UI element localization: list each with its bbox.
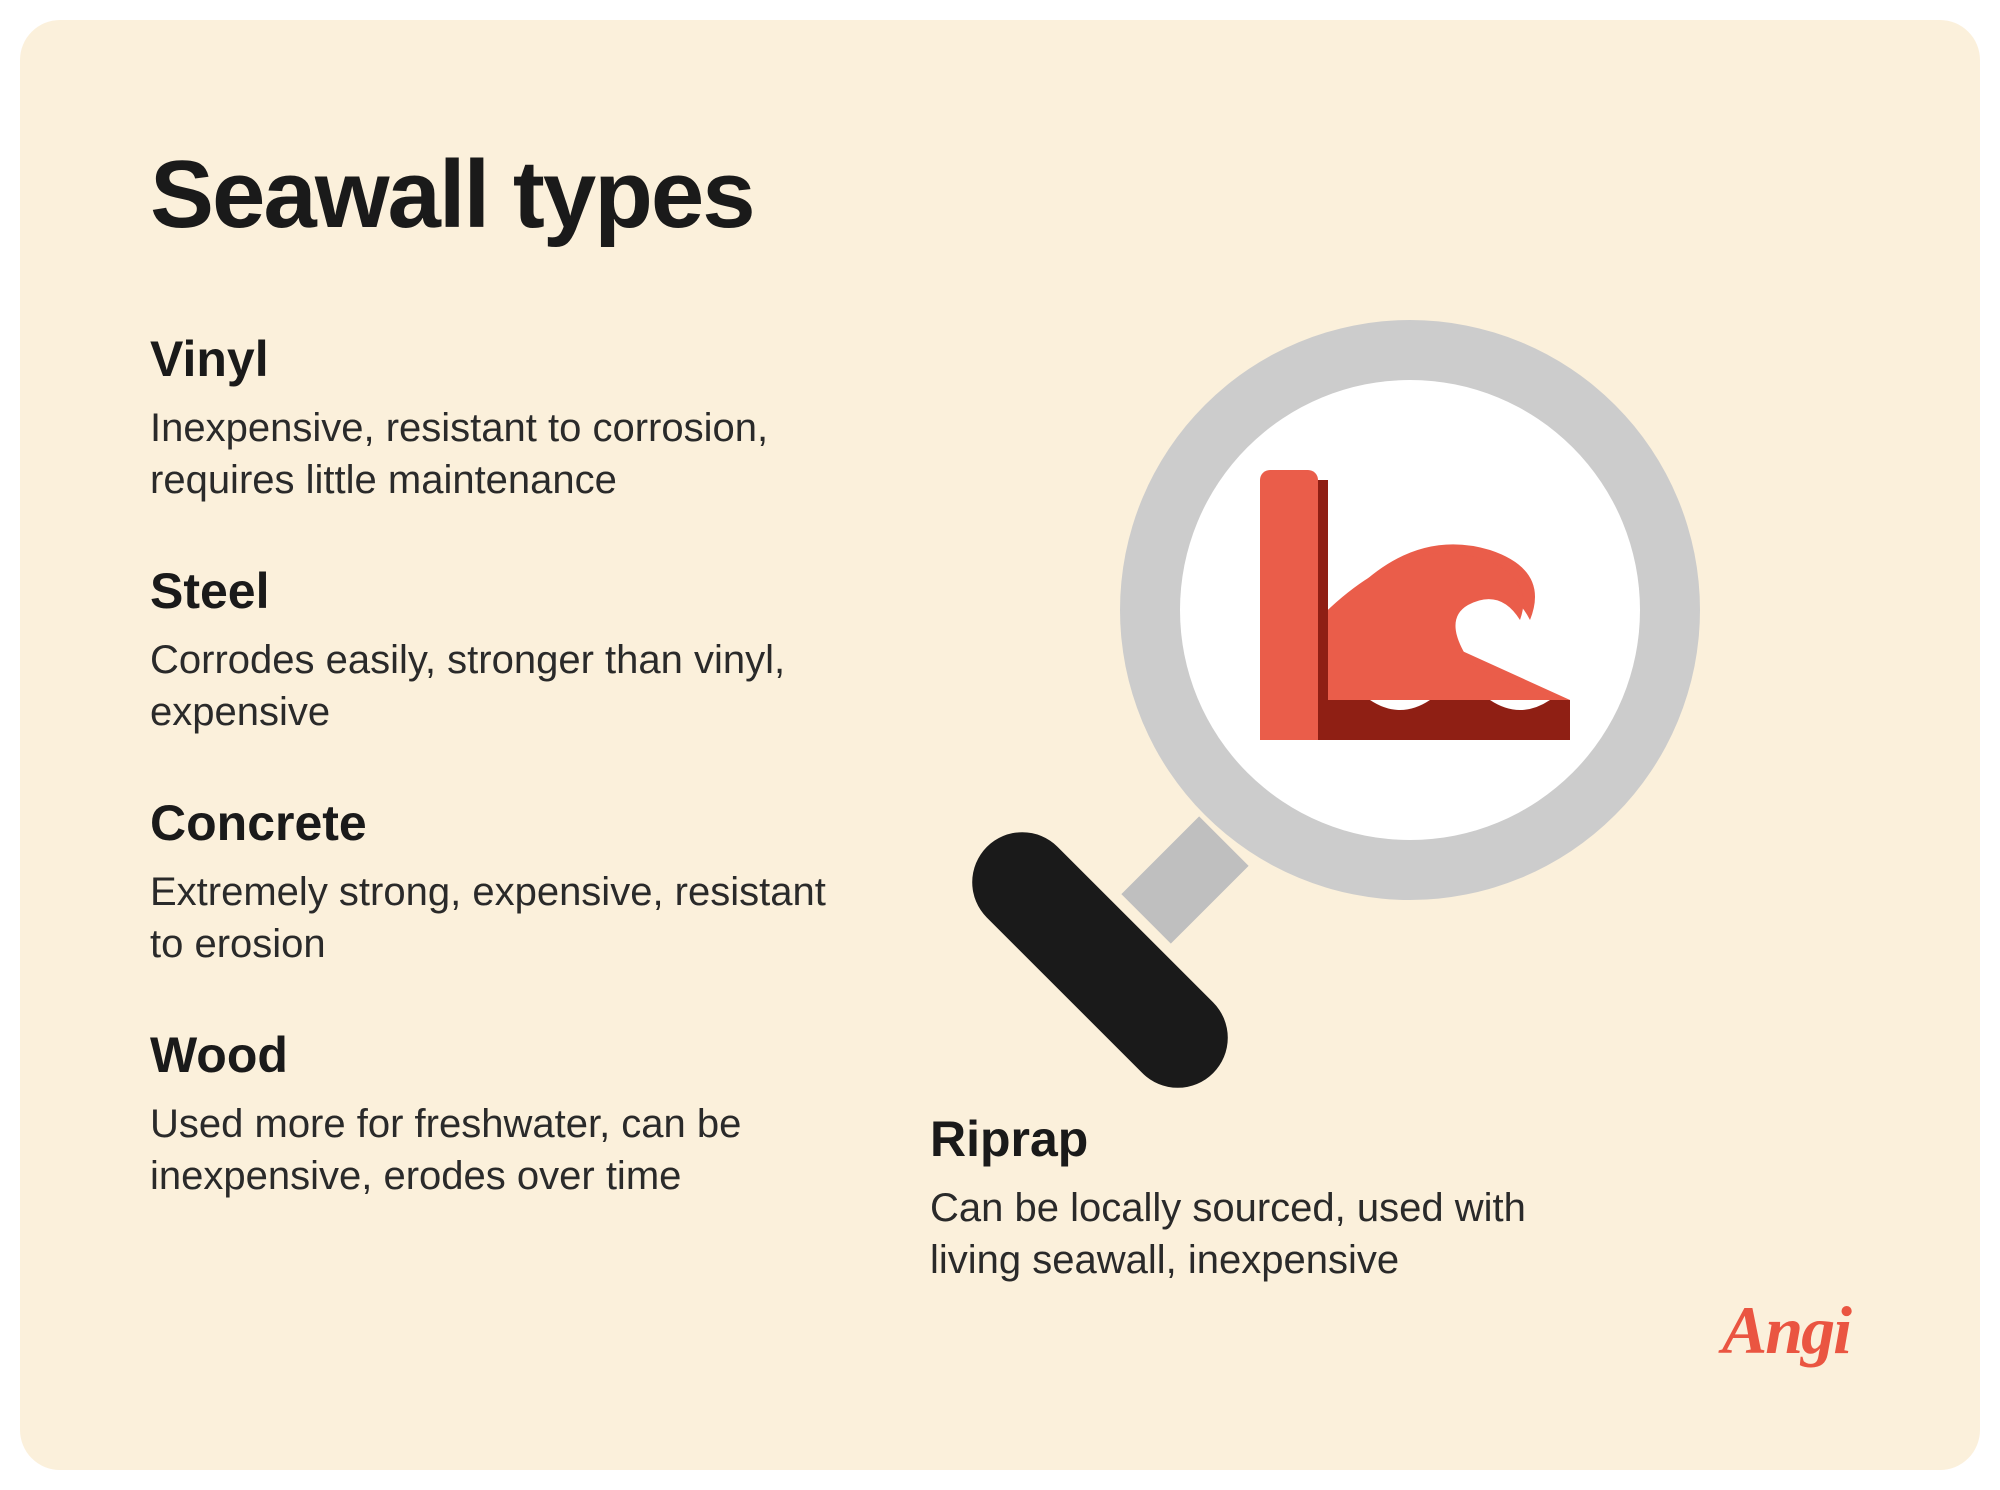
type-name: Wood (150, 1026, 870, 1084)
content-row: Vinyl Inexpensive, resistant to corrosio… (150, 330, 1850, 1258)
type-block-vinyl: Vinyl Inexpensive, resistant to corrosio… (150, 330, 870, 506)
type-description: Can be locally sourced, used with living… (930, 1182, 1570, 1286)
left-column: Vinyl Inexpensive, resistant to corrosio… (150, 330, 870, 1258)
type-description: Extremely strong, expensive, resistant t… (150, 866, 870, 970)
magnifier-seawall-icon (870, 270, 1770, 1170)
right-column: Riprap Can be locally sourced, used with… (930, 330, 1850, 1258)
type-description: Corrodes easily, stronger than vinyl, ex… (150, 634, 870, 738)
logo-text: Angi (1722, 1291, 1850, 1370)
type-block-steel: Steel Corrodes easily, stronger than vin… (150, 562, 870, 738)
type-name: Steel (150, 562, 870, 620)
type-name: Concrete (150, 794, 870, 852)
infographic-card: Seawall types Vinyl Inexpensive, resista… (20, 20, 1980, 1470)
type-block-concrete: Concrete Extremely strong, expensive, re… (150, 794, 870, 970)
type-description: Inexpensive, resistant to corrosion, req… (150, 402, 870, 506)
type-description: Used more for freshwater, can be inexpen… (150, 1098, 870, 1202)
type-block-wood: Wood Used more for freshwater, can be in… (150, 1026, 870, 1202)
type-name: Vinyl (150, 330, 870, 388)
type-name: Riprap (930, 1110, 1570, 1168)
page-title: Seawall types (150, 140, 1850, 250)
type-block-riprap: Riprap Can be locally sourced, used with… (930, 1110, 1570, 1286)
angi-logo: Angi (1722, 1291, 1850, 1370)
wall-shape-lower (1260, 510, 1318, 740)
